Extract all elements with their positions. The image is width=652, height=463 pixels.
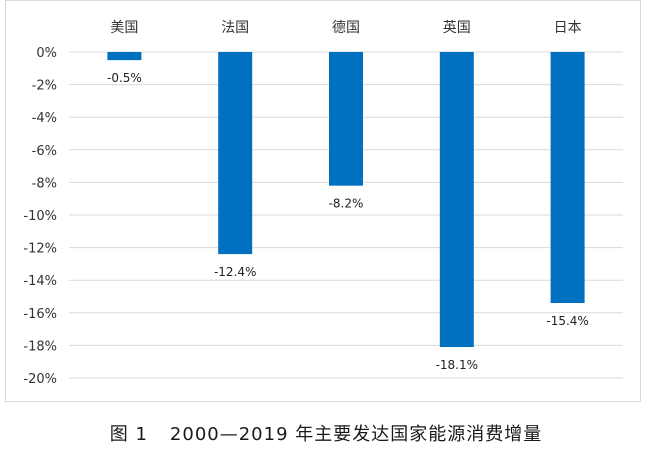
y-tick-label: -20% (23, 372, 57, 387)
bar (550, 52, 585, 304)
y-tick-label: -16% (23, 307, 57, 322)
figure-number: 图 1 (109, 424, 148, 445)
bar (439, 52, 474, 348)
y-tick-label: 0% (36, 46, 57, 61)
y-tick-label: -18% (23, 339, 57, 354)
bar (107, 52, 142, 61)
data-label: -12.4% (214, 265, 256, 279)
category-label: 美国 (110, 20, 138, 36)
y-tick-label: -8% (32, 176, 57, 191)
bar (329, 52, 363, 186)
figure-title: 2000—2019 年主要发达国家能源消费增量 (169, 424, 543, 445)
chart-frame: 0% -2% -4% -6% -8% -10% -12% -14% -16% -18% -20% 美国… (5, 0, 641, 402)
data-label: -8.2% (329, 197, 364, 211)
y-tick-label: -4% (32, 111, 57, 126)
data-label: -15.4% (546, 314, 588, 328)
category-label: 法国 (221, 20, 249, 36)
data-label: -0.5% (107, 71, 142, 85)
y-tick-label: -2% (32, 79, 57, 94)
category-label: 日本 (554, 20, 582, 36)
figure-caption: 图 1 2000—2019 年主要发达国家能源消费增量 (0, 420, 652, 446)
y-tick-label: -10% (23, 209, 57, 224)
y-tick-label: -14% (23, 274, 57, 289)
bar-chart: 0% -2% -4% -6% -8% -10% -12% -14% -16% -18% -20% 美国… (23, 19, 623, 387)
y-tick-label: -6% (32, 144, 57, 159)
bar (218, 52, 253, 255)
category-label: 德国 (332, 20, 360, 36)
category-label: 英国 (443, 19, 471, 36)
y-tick-label: -12% (23, 242, 57, 257)
data-label: -18.1% (436, 358, 478, 372)
